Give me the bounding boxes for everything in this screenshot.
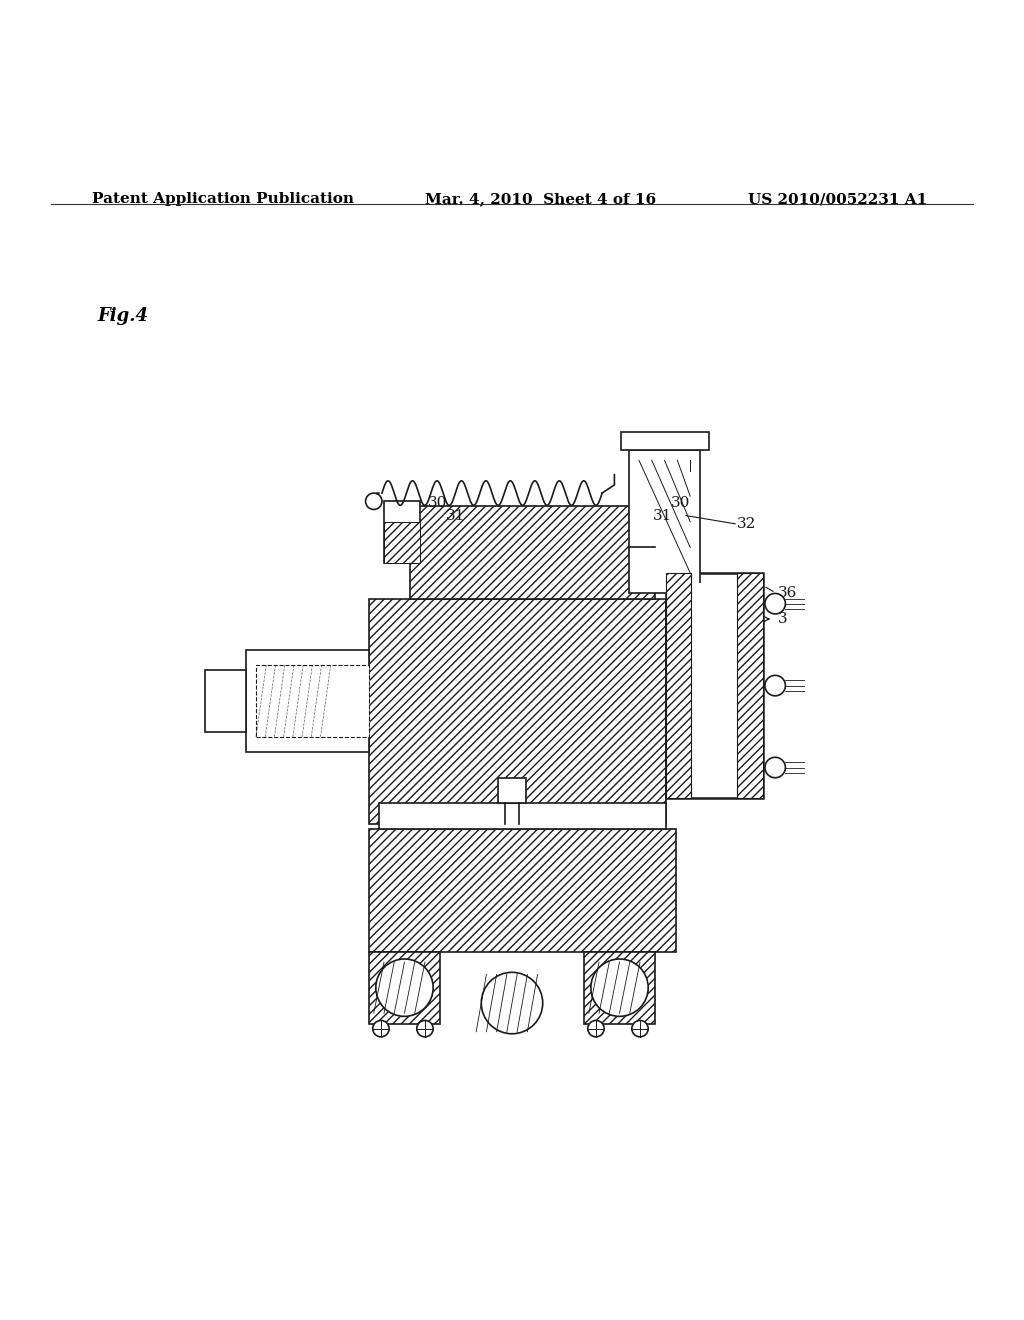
Bar: [410, 507, 655, 598]
Text: Mar. 4, 2010  Sheet 4 of 16: Mar. 4, 2010 Sheet 4 of 16: [425, 191, 656, 206]
Bar: [256, 665, 369, 737]
Circle shape: [366, 494, 382, 510]
Text: Fig.4: Fig.4: [97, 306, 148, 325]
Bar: [621, 432, 709, 450]
Text: 32: 32: [737, 517, 757, 531]
Bar: [666, 573, 691, 799]
Circle shape: [765, 758, 785, 777]
Bar: [369, 952, 440, 1023]
Bar: [584, 952, 655, 1023]
Text: W: W: [502, 974, 516, 989]
Text: 36: 36: [778, 586, 798, 601]
Bar: [737, 573, 763, 799]
Text: 31: 31: [445, 510, 465, 524]
Bar: [246, 649, 369, 752]
Bar: [498, 777, 526, 804]
Text: 3: 3: [778, 612, 787, 626]
Circle shape: [373, 1020, 389, 1036]
Circle shape: [417, 1020, 433, 1036]
Circle shape: [376, 960, 433, 1016]
Circle shape: [765, 594, 785, 614]
Text: 31: 31: [653, 510, 673, 524]
Circle shape: [632, 1020, 648, 1036]
Text: 30: 30: [428, 496, 447, 510]
Circle shape: [481, 973, 543, 1034]
Bar: [384, 521, 420, 562]
Circle shape: [765, 676, 785, 696]
Bar: [629, 450, 700, 594]
Bar: [205, 671, 246, 731]
Bar: [691, 583, 737, 788]
Circle shape: [591, 960, 648, 1016]
Bar: [369, 598, 666, 824]
Bar: [666, 573, 763, 799]
Text: US 2010/0052231 A1: US 2010/0052231 A1: [748, 191, 927, 206]
Bar: [379, 804, 666, 829]
Bar: [384, 502, 420, 562]
Bar: [369, 829, 676, 952]
Circle shape: [588, 1020, 604, 1036]
Text: Patent Application Publication: Patent Application Publication: [92, 191, 354, 206]
Text: 30: 30: [671, 496, 690, 510]
Text: W: W: [502, 993, 516, 1007]
